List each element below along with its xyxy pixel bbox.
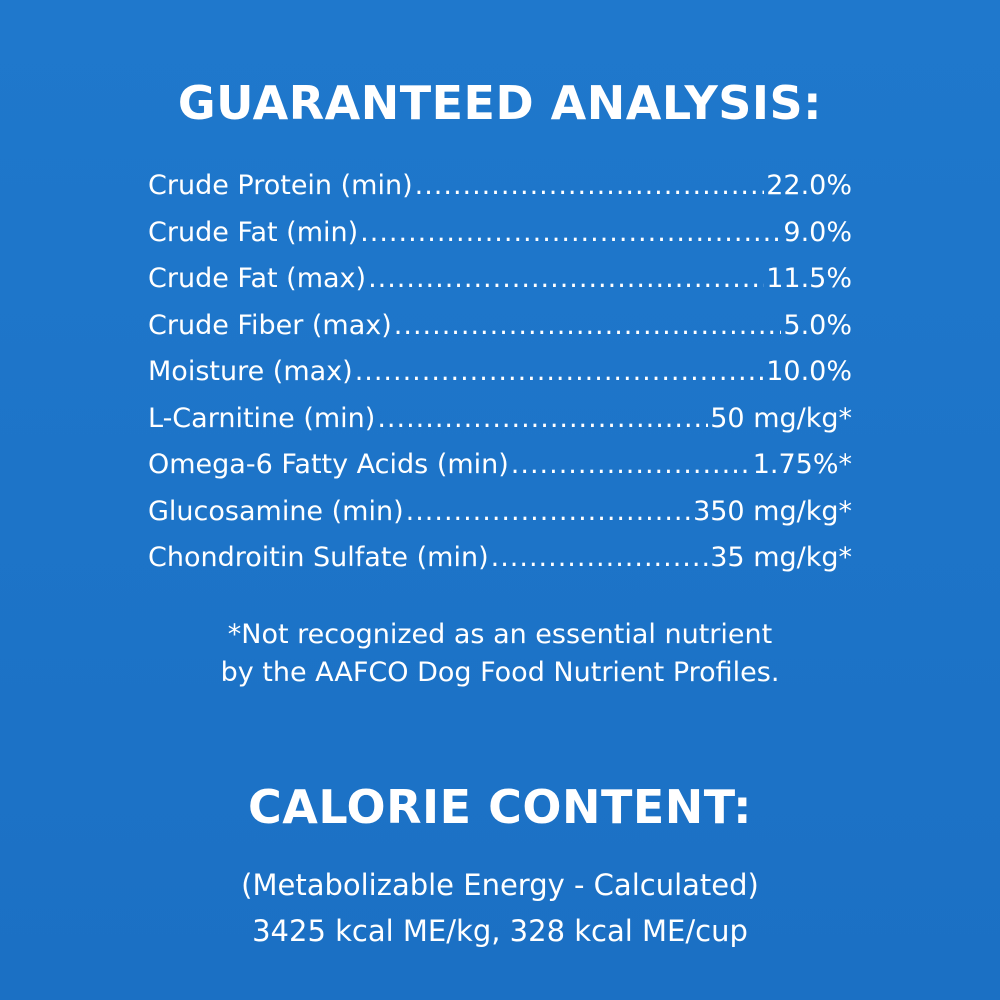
analysis-row-crude-fat-max: Crude Fat (max) 11.5% [148, 263, 852, 310]
analysis-row-name: Chondroitin Sulfate (min) [148, 542, 489, 573]
analysis-row-name: Glucosamine (min) [148, 495, 404, 527]
analysis-row-value: 50 mg/kg* [710, 402, 852, 434]
analysis-row-omega-6: Omega-6 Fatty Acids (min) 1.75%* [148, 449, 852, 496]
analysis-row-value: 10.0% [766, 356, 852, 387]
analysis-row-crude-fat-min: Crude Fat (min) 9.0% [148, 217, 852, 264]
dot-leader [491, 542, 709, 573]
analysis-row-moisture: Moisture (max) 10.0% [148, 356, 852, 403]
analysis-row-chondroitin: Chondroitin Sulfate (min) 35 mg/kg* [148, 542, 852, 589]
dot-leader [511, 449, 751, 480]
calorie-values: 3425 kcal ME/kg, 328 kcal ME/cup [252, 914, 748, 948]
aafco-footnote: *Not recognized as an essential nutrient… [0, 616, 1000, 692]
analysis-row-value: 5.0% [783, 309, 852, 341]
footnote-line: *Not recognized as an essential nutrient [227, 619, 773, 650]
analysis-row-crude-fiber: Crude Fiber (max) 5.0% [148, 310, 852, 357]
analysis-row-value: 350 mg/kg* [693, 495, 852, 527]
footnote-line: by the AAFCO Dog Food Nutrient Profiles. [220, 657, 780, 688]
analysis-row-name: Omega-6 Fatty Acids (min) [148, 449, 509, 480]
analysis-row-crude-protein: Crude Protein (min) 22.0% [148, 170, 852, 217]
analysis-row-name: Crude Fiber (max) [148, 309, 392, 341]
guaranteed-analysis-heading: GUARANTEED ANALYSIS: [177, 76, 823, 130]
dot-leader [406, 496, 691, 527]
dot-leader [415, 170, 765, 201]
analysis-row-value: 22.0% [766, 170, 852, 201]
analysis-row-name: Crude Fat (min) [148, 216, 359, 248]
analysis-row-l-carnitine: L-Carnitine (min) 50 mg/kg* [148, 403, 852, 450]
analysis-row-value: 1.75%* [752, 449, 852, 480]
analysis-row-value: 11.5% [766, 263, 852, 294]
analysis-row-name: Crude Protein (min) [148, 170, 413, 201]
dot-leader [394, 310, 782, 341]
analysis-row-name: L-Carnitine (min) [148, 402, 376, 434]
dot-leader [360, 217, 781, 248]
calorie-method: (Metabolizable Energy - Calculated) [241, 868, 759, 902]
dot-leader [377, 403, 708, 434]
analysis-row-name: Crude Fat (max) [148, 263, 367, 294]
analysis-row-glucosamine: Glucosamine (min) 350 mg/kg* [148, 496, 852, 543]
calorie-content-heading: CALORIE CONTENT: [247, 780, 753, 834]
dot-leader [368, 263, 764, 294]
dot-leader [355, 356, 765, 387]
calorie-content-text: (Metabolizable Energy - Calculated) 3425… [0, 862, 1000, 954]
analysis-row-name: Moisture (max) [148, 356, 353, 387]
analysis-list: Crude Protein (min) 22.0% Crude Fat (min… [148, 170, 852, 589]
analysis-row-value: 35 mg/kg* [710, 542, 852, 573]
analysis-row-value: 9.0% [783, 216, 852, 248]
